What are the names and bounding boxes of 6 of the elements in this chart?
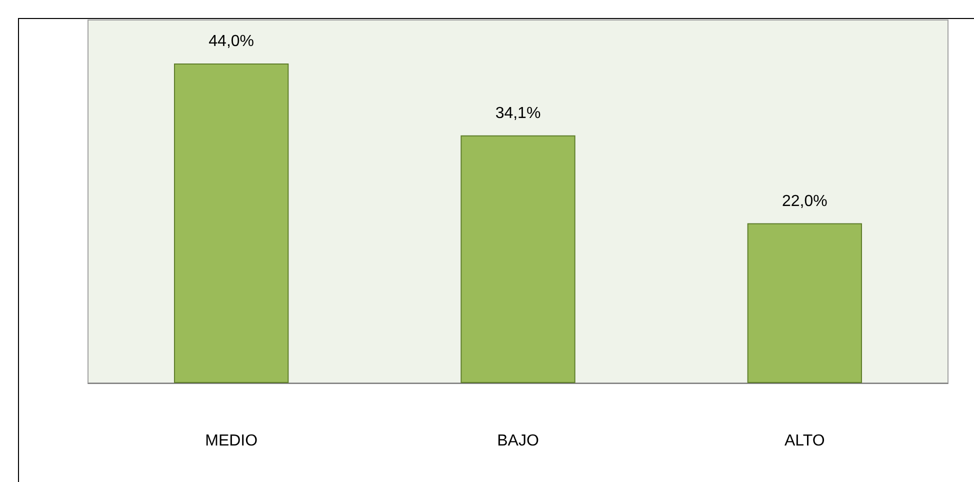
x-tick-label: MEDIO: [205, 432, 258, 450]
data-label: 44,0%: [208, 33, 254, 50]
data-label: 22,0%: [782, 192, 828, 210]
data-label: 34,1%: [495, 104, 541, 122]
x-tick-label: ALTO: [784, 432, 825, 450]
x-tick-label: BAJO: [497, 432, 539, 450]
